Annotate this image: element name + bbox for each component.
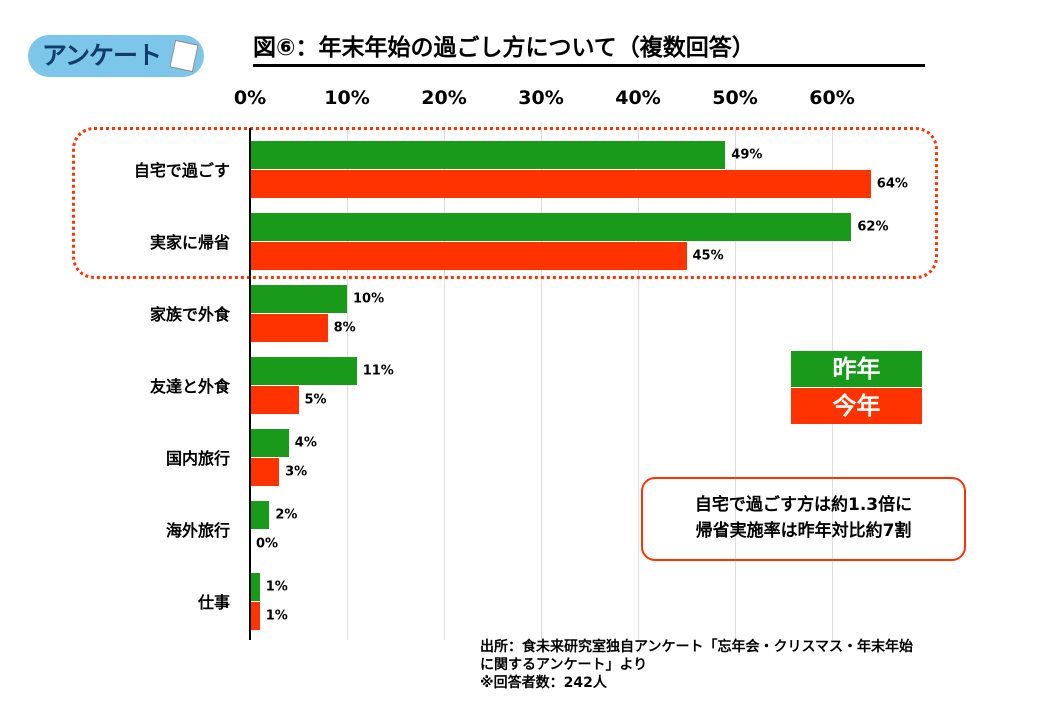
source-note: 出所：食未来研究室独自アンケート「忘年会・クリスマス・年末年始 に関するアンケー… <box>480 638 913 692</box>
bar-last-year <box>250 213 852 241</box>
legend-last-year: 昨年 <box>791 351 922 387</box>
bar-last-year <box>250 141 726 169</box>
bar-last-year <box>250 573 260 601</box>
data-label: 1% <box>265 579 288 595</box>
bar-last-year <box>250 429 289 457</box>
data-label: 2% <box>275 507 298 523</box>
bar-this-year <box>250 386 299 414</box>
highlight-box <box>72 127 938 279</box>
bar-this-year <box>250 170 871 198</box>
callout-line-1: 自宅で過ごす方は約1.3倍に <box>694 495 913 515</box>
survey-logo: アンケート <box>28 35 204 77</box>
data-label: 64% <box>876 176 908 192</box>
notepad-icon <box>169 39 199 73</box>
bar-this-year <box>250 458 280 486</box>
x-tick-label: 30% <box>518 87 564 109</box>
y-axis-line <box>249 128 251 640</box>
data-label: 11% <box>362 363 394 379</box>
bar-this-year <box>250 314 328 342</box>
data-label: 62% <box>857 219 889 235</box>
source-line-1: 出所：食未来研究室独自アンケート「忘年会・クリスマス・年末年始 <box>480 639 914 655</box>
gridline <box>735 128 736 640</box>
category-label: 海外旅行 <box>165 521 230 540</box>
category-label: 国内旅行 <box>165 449 230 468</box>
data-label: 3% <box>285 464 308 480</box>
data-label: 10% <box>353 291 385 307</box>
category-label: 家族で外食 <box>149 305 230 324</box>
bar-this-year <box>250 602 260 630</box>
gridline <box>638 128 639 640</box>
x-tick-label: 0% <box>233 87 267 109</box>
data-label: 5% <box>304 392 327 408</box>
category-label: 友達と外食 <box>149 377 230 396</box>
gridline <box>541 128 542 640</box>
chart-title: 図⑥：年末年始の過ごし方について（複数回答） <box>253 28 925 67</box>
x-tick-label: 60% <box>809 87 855 109</box>
bar-last-year <box>250 501 270 529</box>
respondent-count: ※回答者数：242人 <box>480 675 607 691</box>
category-label: 実家に帰省 <box>149 233 230 252</box>
data-label: 1% <box>265 608 288 624</box>
category-label: 仕事 <box>197 593 230 612</box>
logo-text: アンケート <box>42 41 162 70</box>
category-label: 自宅で過ごす <box>133 161 230 180</box>
bar-this-year <box>250 242 687 270</box>
data-label: 49% <box>731 147 763 163</box>
callout-box: 自宅で過ごす方は約1.3倍に 帰省実施率は昨年対比約7割 <box>641 477 966 561</box>
source-line-2: に関するアンケート」より <box>480 657 648 673</box>
callout-line-2: 帰省実施率は昨年対比約7割 <box>695 521 912 541</box>
gridline <box>444 128 445 640</box>
legend-this-year: 今年 <box>791 388 922 424</box>
data-label: 45% <box>692 248 724 264</box>
bar-last-year <box>250 285 347 313</box>
data-label: 0% <box>256 536 279 552</box>
x-tick-label: 50% <box>712 87 758 109</box>
x-tick-label: 10% <box>324 87 370 109</box>
bar-last-year <box>250 357 357 385</box>
data-label: 4% <box>294 435 317 451</box>
data-label: 8% <box>333 320 356 336</box>
x-tick-label: 20% <box>421 87 467 109</box>
x-tick-label: 40% <box>615 87 661 109</box>
